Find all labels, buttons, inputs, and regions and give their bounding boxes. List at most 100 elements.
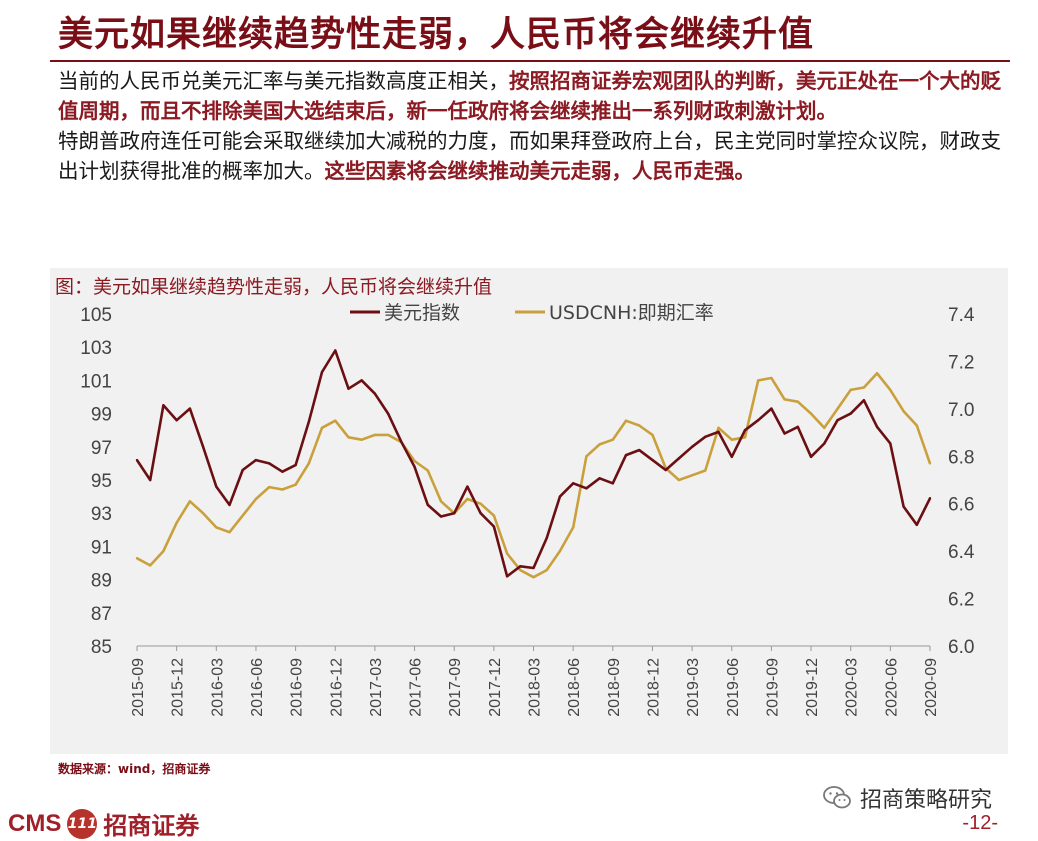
x-tick-label: 2019-03 — [685, 658, 702, 717]
data-point — [505, 575, 509, 578]
data-point — [651, 433, 654, 437]
x-tick-label: 2017-09 — [447, 658, 464, 717]
y-left-tick-label: 87 — [91, 604, 112, 625]
wechat-icon — [823, 786, 851, 809]
data-point — [611, 438, 614, 441]
x-tick-label: 2017-12 — [487, 658, 504, 717]
data-point — [717, 426, 720, 430]
x-tick-label: 2015-09 — [130, 658, 147, 717]
data-point — [532, 576, 535, 579]
data-point — [188, 407, 192, 410]
y-right-tick-label: 6.2 — [948, 590, 974, 611]
y-right-axis: 6.0 6.2 6.4 6.6 6.8 7.0 7.2 7.4 — [948, 305, 975, 658]
data-point — [162, 549, 165, 553]
data-point — [439, 500, 443, 503]
paragraph-2-run: 特朗普政府连任可能会采取继续加大减税的力度，而如果拜登政府上台，民主党同时掌控众… — [58, 129, 1001, 183]
data-point — [849, 388, 852, 392]
y-right-tick-label: 7.2 — [948, 352, 974, 373]
data-point — [770, 407, 773, 410]
data-point — [571, 482, 575, 485]
data-point — [862, 399, 866, 402]
data-point — [505, 552, 509, 555]
data-point — [704, 469, 707, 472]
series-layer — [135, 349, 932, 579]
data-point — [228, 530, 231, 534]
data-point — [836, 419, 839, 422]
chart-title: 图：美元如果继续趋势性走弱，人民币将会继续升值 — [55, 276, 493, 298]
data-point — [862, 386, 866, 389]
data-point — [492, 514, 496, 517]
data-point — [875, 425, 879, 429]
data-point — [215, 526, 218, 529]
data-point — [770, 376, 773, 380]
data-point — [294, 463, 297, 467]
data-point — [347, 387, 350, 390]
slide-title: 美元如果继续趋势性走弱，人民币将会继续升值 — [58, 14, 815, 55]
data-point — [558, 495, 562, 498]
logo-cms-text: CMS — [8, 809, 62, 837]
x-tick-label: 2019-06 — [725, 658, 742, 717]
data-point — [413, 459, 416, 463]
data-point — [743, 429, 747, 432]
y-left-tick-label: 103 — [80, 338, 112, 359]
legend-label: 美元指数 — [384, 302, 460, 324]
data-point — [571, 526, 575, 529]
data-point — [267, 485, 271, 489]
data-point — [281, 470, 284, 473]
x-tick-label: 2020-09 — [923, 658, 940, 717]
data-point — [690, 474, 694, 477]
x-tick-label: 2016-06 — [249, 658, 266, 717]
data-point — [386, 412, 390, 415]
data-point — [135, 458, 139, 462]
data-point — [624, 419, 628, 422]
x-axis: 2015-09 2015-12 2016-03 2016-06 2016-09 2016-… — [130, 645, 940, 717]
body-text: 当前的人民币兑美元汇率与美元指数高度正相关，按照招商证券宏观团队的判断，美元正处… — [58, 66, 1008, 186]
y-right-tick-label: 7.4 — [948, 305, 975, 326]
data-point — [756, 379, 760, 382]
data-point — [453, 512, 456, 515]
data-point — [360, 438, 363, 441]
x-tick-label: 2018-12 — [645, 658, 662, 717]
data-point — [902, 505, 905, 508]
data-point — [466, 485, 469, 488]
chart-legend: 美元指数 USDCNH:即期汇率 — [350, 302, 714, 324]
data-point — [373, 392, 377, 395]
wechat-account-name: 招商策略研究 — [860, 788, 993, 813]
y-left-tick-label: 89 — [91, 571, 112, 592]
legend-label: USDCNH:即期汇率 — [549, 302, 714, 324]
paragraph-1-highlight: 按照招商证券宏观团队的判断，美元正处在一个大的贬值周期，而且不排除美国大选结束后… — [58, 69, 1001, 123]
data-point — [545, 568, 548, 572]
series-usdcnh — [135, 372, 932, 579]
x-tick-label: 2017-03 — [368, 658, 385, 717]
series-line — [136, 372, 932, 579]
data-point — [677, 457, 681, 460]
y-left-tick-label: 99 — [91, 405, 112, 426]
data-point — [823, 442, 826, 445]
data-point — [241, 514, 244, 517]
wechat-account[interactable]: 招商策略研究 — [822, 782, 992, 814]
data-point — [558, 549, 562, 553]
y-right-tick-label: 6.6 — [948, 495, 974, 516]
data-point — [624, 453, 628, 457]
x-tick-label: 2018-06 — [566, 658, 583, 717]
data-point — [823, 426, 826, 430]
data-point — [320, 426, 324, 430]
x-tick-label: 2019-12 — [804, 658, 821, 717]
data-point — [320, 370, 324, 374]
data-point — [479, 512, 482, 515]
data-point — [796, 400, 800, 403]
logo-cn-text: 招商证券 — [103, 811, 200, 840]
y-right-tick-label: 6.8 — [948, 447, 974, 468]
data-point — [638, 424, 641, 427]
data-point — [307, 420, 311, 424]
chart-panel — [50, 268, 1008, 754]
data-point — [347, 436, 350, 439]
data-point — [360, 379, 363, 382]
data-point — [783, 398, 786, 401]
x-tick-label: 2020-03 — [844, 658, 861, 717]
data-point — [783, 432, 786, 435]
data-point — [267, 462, 271, 465]
data-point — [928, 497, 932, 500]
data-point — [915, 523, 918, 527]
y-right-tick-label: 6.4 — [948, 542, 975, 563]
